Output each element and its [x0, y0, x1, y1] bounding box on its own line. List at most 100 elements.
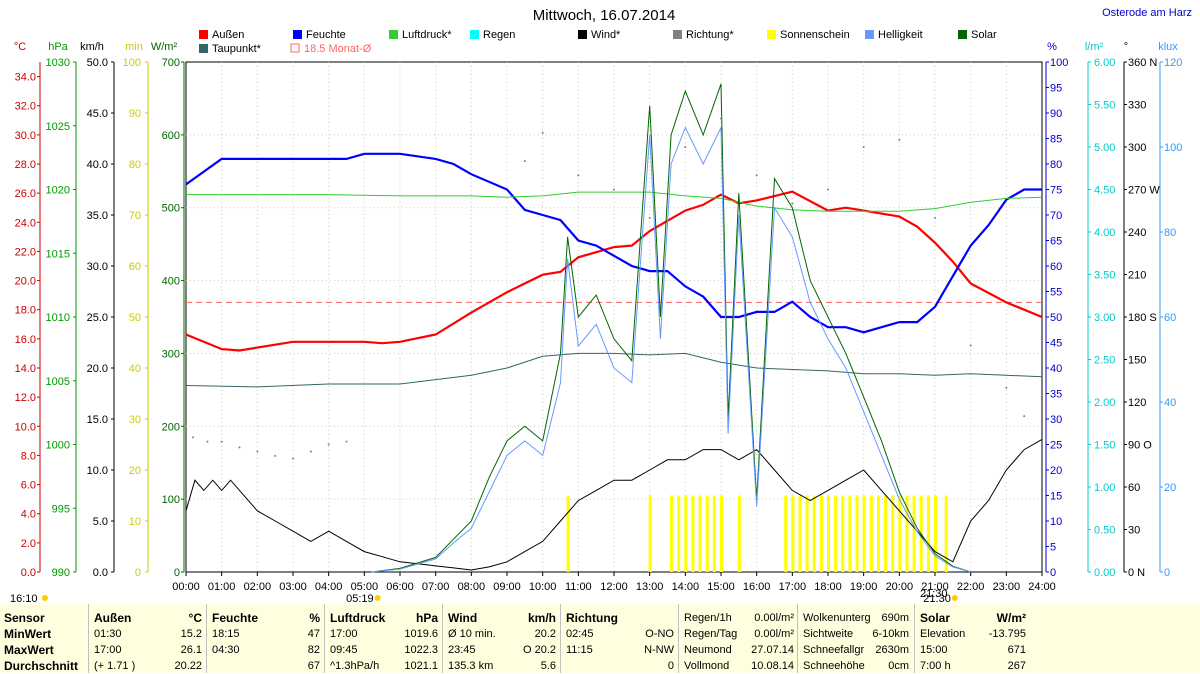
y-tick-wind: 45.0 — [87, 108, 108, 120]
sunshine-bar — [784, 495, 788, 572]
y-tick-humidity: 40 — [1050, 363, 1062, 375]
aussen-header: Außen — [94, 611, 132, 625]
legend-label: Außen — [212, 29, 244, 41]
y-tick-humidity: 75 — [1050, 185, 1062, 197]
sunshine-bar — [712, 495, 716, 572]
y-tick-wind: 5.0 — [93, 516, 108, 528]
direction-point — [755, 174, 758, 177]
y-tick-direction: 360 N — [1128, 57, 1157, 69]
richtung-label: 02:45 — [566, 628, 594, 640]
direction-point — [1005, 386, 1008, 389]
legend-swatch — [865, 30, 874, 39]
legend-label: Richtung* — [686, 29, 734, 41]
legend-swatch — [673, 30, 682, 39]
y-tick-wind: 0.0 — [93, 567, 108, 579]
y-axis-unit-pressure: hPa — [48, 41, 68, 53]
sunshine-bars — [566, 495, 948, 572]
solar-value: 267 — [1007, 660, 1026, 672]
solar-header: Solar — [920, 611, 951, 625]
sunshine-bar — [684, 495, 688, 572]
y-axis-unit-rain: l/m² — [1085, 41, 1104, 53]
regen-value: 10.08.14 — [751, 660, 794, 672]
y-tick-solar: 100 — [162, 494, 180, 506]
y-tick-temp: 14.0 — [15, 363, 36, 375]
y-tick-temp: 12.0 — [15, 392, 36, 404]
series-line-wind — [185, 438, 1043, 571]
x-tick-label: 21:00 — [921, 581, 949, 593]
legend-swatch — [199, 30, 208, 39]
y-tick-humidity: 85 — [1050, 134, 1062, 146]
aussen-unit: °C — [188, 611, 202, 625]
x-tick-label: 09:00 — [493, 581, 521, 593]
sunshine-bar — [862, 495, 866, 572]
x-tick-label: 00:00 — [172, 581, 200, 593]
y-tick-humidity: 35 — [1050, 389, 1062, 401]
richtung-label: 11:15 — [566, 644, 593, 656]
wolken-value: 6-10km — [872, 628, 909, 640]
y-tick-humidity: 65 — [1050, 236, 1062, 248]
sunshine-bar — [827, 495, 830, 572]
wolken-value: 690m — [881, 612, 909, 624]
y-tick-wind: 20.0 — [87, 363, 108, 375]
y-tick-pressure: 1000 — [46, 440, 70, 452]
direction-point — [541, 131, 544, 134]
y-tick-direction: 30 — [1128, 525, 1140, 537]
sunshine-bar — [848, 495, 852, 572]
solar-value: 671 — [1007, 644, 1026, 656]
legend-label: Sonnenschein — [780, 29, 850, 41]
series-line-solar — [371, 83, 971, 573]
x-tick-label: 13:00 — [636, 581, 664, 593]
luftdruck-value: 1021.1 — [404, 660, 438, 672]
y-tick-solar: 300 — [162, 348, 180, 360]
sunshine-bar — [841, 495, 845, 572]
wind-value: O 20.2 — [522, 644, 556, 656]
direction-point — [1023, 415, 1026, 418]
y-tick-rain: 4.50 — [1094, 185, 1115, 197]
feuchte-label: 18:15 — [212, 628, 240, 640]
col-luftdruck: Luftdruck hPa 17:00 1019.6 09:45 1022.3 ^1.3hP… — [330, 604, 438, 673]
y-tick-humidity: 0 — [1050, 567, 1056, 579]
x-tick-label: 06:00 — [386, 581, 414, 593]
luftdruck-label: 09:45 — [330, 644, 358, 656]
durchschnitt-label: Durchschnitt — [4, 659, 79, 673]
sunshine-bar — [791, 495, 795, 572]
y-tick-humidity: 80 — [1050, 159, 1062, 171]
y-tick-humidity: 25 — [1050, 440, 1062, 452]
solar-unit: W/m² — [996, 611, 1026, 625]
x-tick-label: 18:00 — [814, 581, 842, 593]
legend-swatch — [199, 44, 208, 53]
y-tick-lux: 0 — [1164, 567, 1170, 579]
y-tick-solar: 600 — [162, 130, 180, 142]
y-tick-direction: 120 — [1128, 397, 1146, 409]
legend-swatch — [290, 43, 300, 53]
y-tick-temp: 30.0 — [15, 130, 36, 142]
y-tick-rain: 2.50 — [1094, 355, 1115, 367]
y-tick-temp: 22.0 — [15, 246, 36, 258]
location-label: Osterode am Harz — [1102, 7, 1192, 19]
sunshine-bar — [812, 495, 816, 572]
direction-point — [274, 454, 277, 457]
y-tick-minutes: 60 — [129, 261, 141, 273]
x-tick-label: 07:00 — [422, 581, 450, 593]
sensor-header: Sensor — [4, 611, 45, 625]
y-tick-rain: 4.00 — [1094, 227, 1115, 239]
direction-point — [256, 450, 259, 453]
direction-point — [327, 443, 330, 446]
luftdruck-label: ^1.3hPa/h — [330, 660, 380, 672]
legend-label: Regen — [483, 29, 515, 41]
sunshine-bar — [737, 495, 741, 572]
wolken-value: 0cm — [888, 660, 909, 672]
current-time-label: 16:10 — [10, 593, 38, 604]
y-tick-rain: 0.00 — [1094, 567, 1115, 579]
y-tick-humidity: 95 — [1050, 83, 1062, 95]
y-tick-temp: 26.0 — [15, 188, 36, 200]
direction-point — [309, 450, 312, 453]
y-tick-wind: 40.0 — [87, 159, 108, 171]
y-tick-lux: 120 — [1164, 57, 1182, 69]
feuchte-value: 82 — [307, 644, 320, 656]
y-axis-unit-temp: °C — [14, 41, 26, 53]
y-tick-humidity: 10 — [1050, 516, 1062, 528]
solar-label: 7:00 h — [920, 660, 951, 672]
sunset-icon — [951, 595, 958, 601]
col-sensor: Sensor MinWert MaxWert Durchschnitt — [4, 604, 88, 673]
